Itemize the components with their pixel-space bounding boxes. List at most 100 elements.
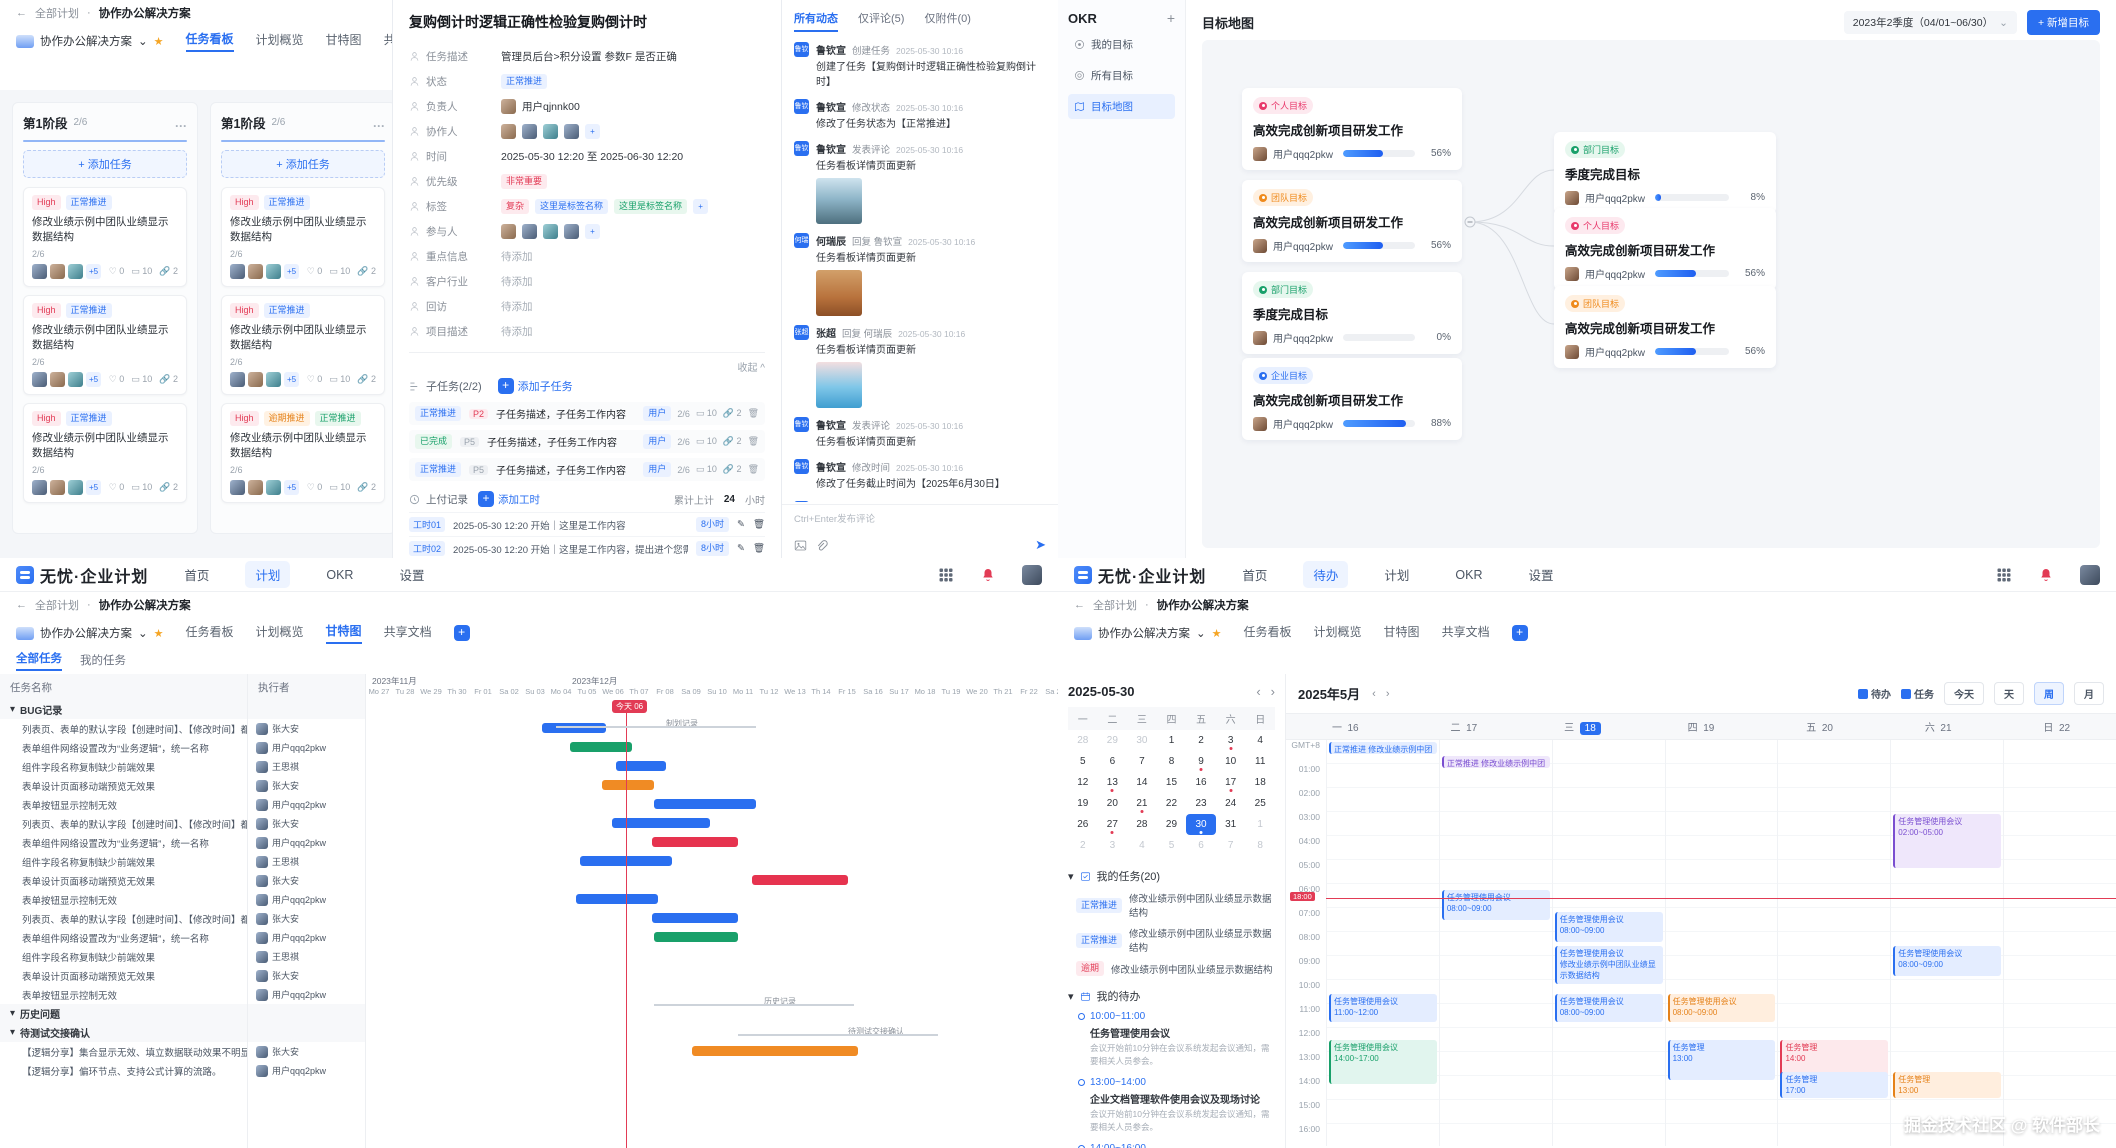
gantt-task-name[interactable]: 表单按钮显示控制无效 — [22, 895, 118, 907]
calendar-day[interactable]: 21 — [1127, 793, 1157, 814]
calendar-day[interactable]: 5 — [1080, 756, 1086, 767]
nav-home[interactable]: 首页 — [184, 569, 210, 583]
calendar-day[interactable]: 22 — [1165, 798, 1178, 809]
gantt-bar[interactable] — [654, 932, 738, 942]
calendar-day[interactable]: 12 — [1077, 777, 1089, 788]
week-day-cell[interactable]: 日 22 — [2043, 723, 2071, 734]
avatar-overflow[interactable]: +5 — [86, 264, 101, 279]
project-chip[interactable]: 协作办公解决方案 ⌄ ★ — [16, 625, 164, 641]
star-icon[interactable]: ★ — [1211, 627, 1222, 640]
gantt-group-header[interactable]: ▾ BUG记录 — [0, 700, 247, 719]
breadcrumb-root[interactable]: 全部计划 — [1093, 600, 1137, 612]
nav-okr[interactable]: OKR — [326, 567, 354, 582]
calendar-day[interactable]: 6 — [1198, 840, 1204, 851]
gantt-bar[interactable] — [576, 894, 658, 904]
add-task-button[interactable]: + 添加任务 — [23, 150, 187, 178]
gantt-task-name[interactable]: 组件字段名称复制缺少前端效果 — [22, 762, 156, 774]
my-tasks-header[interactable]: ▾ 我的任务(20) — [1068, 868, 1275, 884]
tab-shared-docs[interactable]: 共享文档 — [1441, 625, 1490, 639]
calendar-day[interactable]: 2 — [1080, 840, 1086, 851]
gantt-task-name[interactable]: 【逻辑分享】偏环节点、支持公式计算的流路。 — [22, 1066, 222, 1078]
sidebar-item-goal-map[interactable]: 目标地图 — [1068, 94, 1175, 119]
calendar-day[interactable]: 4 — [1139, 840, 1145, 851]
delete-icon[interactable]: 🗑 — [752, 519, 765, 530]
calendar-day[interactable]: 9 — [1186, 751, 1216, 772]
calendar-day[interactable]: 2 — [1198, 735, 1204, 746]
calendar-day[interactable]: 29 — [1106, 735, 1118, 746]
avatar-overflow[interactable]: +5 — [284, 480, 299, 495]
priority-badge[interactable]: 非常重要 — [501, 174, 548, 189]
next-week-button[interactable]: › — [1385, 687, 1390, 700]
gantt-bar[interactable] — [612, 818, 710, 828]
back-arrow-icon[interactable]: ← — [16, 7, 27, 19]
goal-card[interactable]: 个人目标 高效完成创新项目研发工作 用户qqq2pkw 56% — [1242, 88, 1462, 170]
button-today[interactable]: 今天 — [1944, 682, 1984, 705]
field-value[interactable]: 待添加 — [501, 251, 533, 263]
calendar-event[interactable]: 任务管理使用会议 08:00~09:00 — [1667, 994, 1776, 1022]
filter-task[interactable]: 任务 — [1901, 686, 1934, 701]
comment-placeholder[interactable]: Ctrl+Enter发布评论 — [794, 514, 876, 525]
nav-okr[interactable]: OKR — [1455, 567, 1483, 582]
nav-plan[interactable]: 计划 — [245, 561, 291, 588]
week-day-cell[interactable]: 四 19 — [1687, 723, 1715, 734]
task-card[interactable]: High 正常推进 修改业绩示例中团队业绩显示数据结构 2/6 +5 ♡ 0 ▭ … — [23, 187, 187, 287]
edit-icon[interactable]: ✎ — [736, 543, 745, 554]
calendar-day[interactable]: 13 — [1098, 772, 1128, 793]
add-member-button[interactable]: + — [585, 224, 600, 239]
calendar-day[interactable]: 5 — [1168, 840, 1175, 851]
gantt-task-name[interactable]: 表单设计页面移动端预览无效果 — [22, 781, 156, 793]
gantt-bar[interactable] — [542, 723, 606, 733]
calendar-day[interactable]: 1 — [1168, 735, 1175, 746]
gantt-bar[interactable] — [692, 1046, 858, 1056]
gantt-task-name[interactable]: 表单按钮显示控制无效 — [22, 990, 118, 1002]
calendar-day[interactable]: 31 — [1225, 819, 1237, 830]
calendar-day[interactable]: 14 — [1136, 777, 1148, 788]
sidebar-item-all-goals[interactable]: 所有目标 — [1068, 63, 1175, 88]
avatar-overflow[interactable]: +5 — [284, 264, 299, 279]
goal-card[interactable]: 团队目标 高效完成创新项目研发工作 用户qqq2pkw 56% — [1554, 286, 1776, 368]
tab-task-board[interactable]: 任务看板 — [185, 30, 234, 52]
calendar-event[interactable]: 任务管理使用会议 08:00~09:00 — [1554, 912, 1663, 942]
goal-map-canvas[interactable]: 个人目标 高效完成创新项目研发工作 用户qqq2pkw 56% 团队目标 高效完成… — [1202, 40, 2100, 548]
calendar-day[interactable]: 19 — [1077, 798, 1089, 809]
calendar-day[interactable]: 16 — [1195, 777, 1207, 788]
add-member-button[interactable]: + — [585, 124, 600, 139]
filter-all-tasks[interactable]: 全部任务 — [16, 650, 62, 671]
calendar-day[interactable]: 10 — [1225, 756, 1237, 767]
calendar-day[interactable]: 20 — [1106, 798, 1118, 809]
add-okr-button[interactable]: + — [1166, 10, 1175, 26]
calendar-event[interactable]: 任务管理使用会议 14:00~17:00 — [1329, 1040, 1437, 1084]
subtask-row[interactable]: 正常推进 P5 子任务描述，子任务工作内容 用户 2/6 ▭ 10 🔗 2 🗑 — [409, 458, 765, 481]
week-day-cell[interactable]: 二 17 — [1450, 723, 1478, 734]
week-day-cell[interactable]: 五 20 — [1806, 723, 1833, 734]
calendar-event[interactable]: 正常推进 修改业绩示例中团队业绩显示数据结构 — [1329, 742, 1437, 754]
calendar-day[interactable]: 8 — [1168, 756, 1175, 767]
button-week[interactable]: 周 — [2034, 682, 2064, 705]
my-todos-header[interactable]: ▾ 我的待办 — [1068, 988, 1275, 1004]
send-icon[interactable]: ➤ — [1035, 537, 1046, 552]
todo-item[interactable]: 10:00~11:00 任务管理使用会议 会议开始前10分钟在会议系统发起会议通… — [1068, 1011, 1275, 1068]
calendar-event[interactable]: 任务管理使用会议 02:00~05:00 — [1893, 814, 2002, 868]
button-month[interactable]: 月 — [2074, 682, 2104, 705]
column-more-icon[interactable]: … — [174, 115, 188, 130]
tab-task-board[interactable]: 任务看板 — [185, 625, 234, 639]
gantt-group-header[interactable]: ▾ 历史问题 — [0, 1004, 247, 1023]
goal-card[interactable]: 部门目标 季度完成目标 用户qqq2pkw 0% — [1242, 272, 1462, 354]
gantt-bar[interactable] — [570, 742, 632, 752]
nav-home[interactable]: 首页 — [1242, 569, 1268, 583]
calendar-day[interactable]: 15 — [1165, 777, 1178, 788]
label-chip[interactable]: 这里是标签名称 — [535, 199, 609, 214]
filter-todo[interactable]: 待办 — [1858, 686, 1891, 701]
calendar-day[interactable]: 29 — [1165, 819, 1178, 830]
project-chip[interactable]: 协作办公解决方案 ⌄ ★ — [16, 33, 164, 49]
calendar-day[interactable]: 7 — [1227, 840, 1234, 851]
subtask-row[interactable]: 已完成 P5 子任务描述，子任务工作内容 用户 2/6 ▭ 10 🔗 2 🗑 — [409, 430, 765, 453]
breadcrumb-root[interactable]: 全部计划 — [35, 8, 79, 20]
field-value[interactable]: 待添加 — [501, 276, 533, 288]
quarter-picker[interactable]: 2023年2季度（04/01~06/30） ⌄ — [1843, 11, 2017, 34]
calendar-event[interactable]: 任务管理 13:00 — [1893, 1072, 2002, 1098]
breadcrumb-root[interactable]: 全部计划 — [35, 600, 79, 612]
calendar-event[interactable]: 任务管理使用会议 08:00~09:00 — [1893, 946, 2002, 976]
gantt-task-name[interactable]: 组件字段名称复制缺少前端效果 — [22, 952, 156, 964]
tab-shared-docs[interactable]: 共享文档 — [383, 625, 432, 639]
